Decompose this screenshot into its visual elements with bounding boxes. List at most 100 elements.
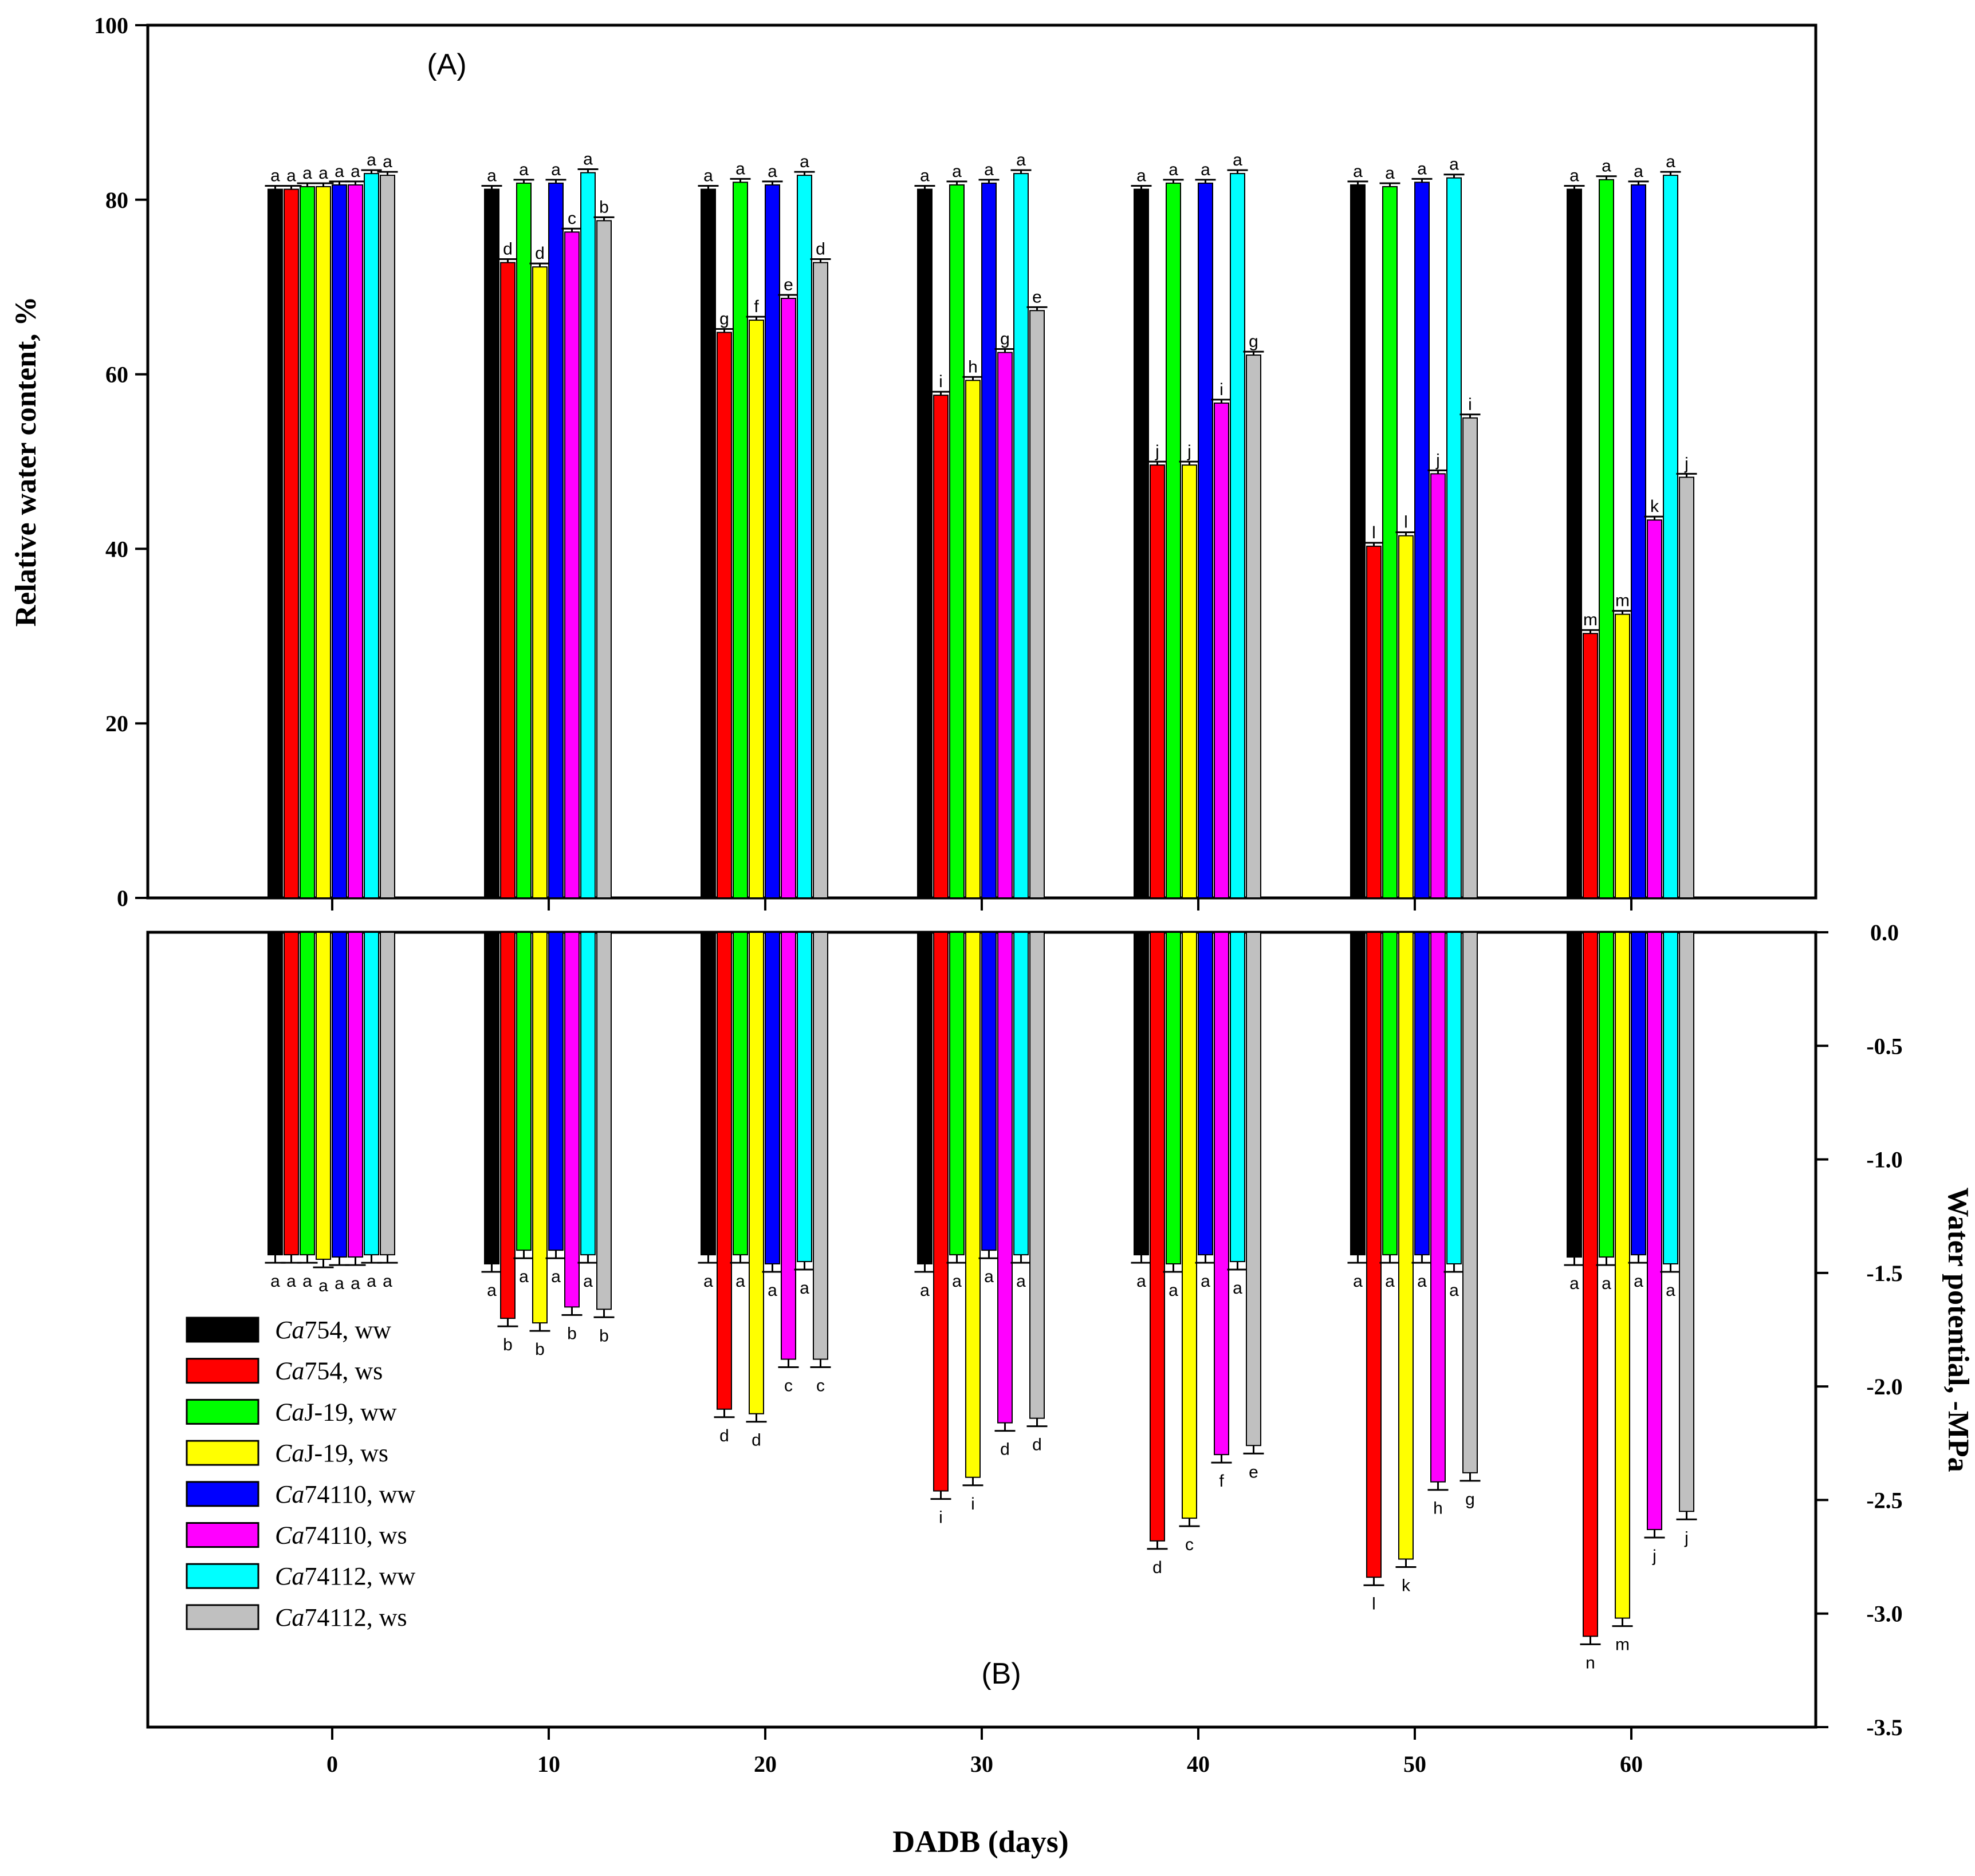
bar [749, 932, 764, 1414]
significance-letter: a [1385, 1272, 1395, 1291]
bar [933, 395, 949, 898]
bar [813, 262, 828, 899]
bar [765, 932, 780, 1264]
significance-letter: a [551, 160, 561, 179]
significance-letter: a [984, 1267, 994, 1286]
significance-letter: a [1417, 159, 1427, 178]
bar [564, 231, 580, 898]
significance-letter: f [1219, 1472, 1224, 1491]
significance-letter: a [1353, 162, 1363, 181]
significance-letter: a [1602, 1274, 1611, 1293]
y-tick-label: -1.5 [1866, 1260, 1902, 1286]
significance-letter: a [487, 1281, 497, 1300]
significance-letter: j [1435, 451, 1440, 470]
legend-label: Ca74112, ww [275, 1562, 416, 1590]
bar [548, 182, 564, 898]
bar [733, 182, 748, 899]
significance-letter: b [503, 1335, 513, 1354]
y-tick-label: -3.5 [1866, 1715, 1902, 1740]
x-axis: 0 10 20 30 40 50 60 DADB (days) [326, 898, 1643, 1859]
significance-letter: a [1136, 1272, 1146, 1291]
bar [380, 175, 395, 898]
bar [1366, 545, 1382, 898]
significance-letter: a [1016, 1272, 1026, 1291]
significance-letter: a [920, 1281, 930, 1300]
bar [532, 266, 548, 899]
bar [1679, 932, 1694, 1512]
significance-letter: a [318, 1276, 328, 1295]
significance-letter: j [1684, 1528, 1689, 1547]
legend-label: CaJ-19, ws [275, 1439, 388, 1467]
bar [348, 184, 363, 899]
significance-letter: a [302, 1272, 312, 1291]
bar [1366, 932, 1382, 1578]
legend-label: Ca74112, ws [275, 1603, 407, 1631]
significance-letter: g [1465, 1490, 1475, 1509]
significance-letter: c [568, 209, 576, 228]
bar [733, 932, 748, 1256]
y-tick-label: -3.0 [1866, 1601, 1902, 1627]
bar [364, 932, 379, 1256]
legend-label: Ca74110, ww [275, 1480, 416, 1508]
significance-letter: d [1152, 1558, 1162, 1577]
significance-letter: a [703, 1272, 713, 1291]
y-tick-label: 100 [94, 13, 128, 38]
bar [1567, 188, 1582, 899]
x-tick-label: 20 [754, 1751, 777, 1777]
significance-letter: a [270, 167, 280, 186]
significance-letter: b [535, 1340, 545, 1359]
bar [917, 932, 933, 1264]
panel-a-relative-water-content: 0 20 40 60 80 100 (A) Relative water content, %… [10, 13, 1817, 911]
significance-letter: a [519, 160, 529, 179]
bar [1230, 173, 1245, 899]
bar [1599, 932, 1614, 1258]
significance-letter: a [768, 162, 777, 181]
legend-swatch [186, 1440, 259, 1466]
significance-letter: a [952, 1272, 962, 1291]
bar [380, 932, 395, 1256]
bar [949, 932, 965, 1256]
bar [1246, 932, 1261, 1447]
bar [1430, 932, 1446, 1483]
significance-letter: a [1666, 152, 1675, 171]
legend-swatch [186, 1398, 259, 1425]
bar [1583, 932, 1598, 1637]
y-axis-title-b: Water potential, -MPa [1942, 1187, 1974, 1472]
bar [1382, 186, 1398, 899]
bar [717, 932, 732, 1410]
bar [364, 173, 379, 899]
bar [1150, 932, 1165, 1542]
bar [532, 932, 548, 1324]
bar [316, 186, 331, 899]
significance-letter: e [1032, 287, 1042, 306]
y-tick-label: -0.5 [1866, 1033, 1902, 1059]
bar [1446, 177, 1462, 899]
significance-letter: a [735, 1272, 745, 1291]
significance-letter: a [1602, 157, 1611, 176]
significance-letter: a [383, 1272, 392, 1291]
significance-letter: a [1016, 151, 1026, 170]
bar [596, 932, 612, 1310]
x-tick-label: 30 [970, 1751, 993, 1777]
bar [1414, 932, 1430, 1256]
significance-letter: j [1684, 454, 1689, 473]
significance-letter: g [1249, 332, 1258, 351]
bar [1631, 184, 1646, 899]
panel-b-label: (B) [981, 1657, 1021, 1690]
significance-letter: l [1372, 1594, 1376, 1613]
significance-letter: g [1000, 330, 1010, 349]
significance-letter: m [1615, 592, 1630, 610]
bar [500, 932, 516, 1319]
y-tick-label: 20 [105, 711, 128, 736]
significance-letter: a [1634, 162, 1643, 181]
significance-letter: a [984, 160, 994, 179]
bar [1029, 932, 1045, 1419]
x-tick-label: 40 [1187, 1751, 1210, 1777]
significance-letter: d [752, 1431, 761, 1450]
legend: Ca754, ww Ca754, ws CaJ-19, ww CaJ-19, ws Ca… [186, 1316, 416, 1631]
x-tick-label: 50 [1403, 1751, 1426, 1777]
significance-letter: b [567, 1324, 577, 1343]
significance-letter: a [768, 1281, 777, 1300]
significance-letter: a [367, 1272, 376, 1291]
significance-letter: a [1569, 167, 1579, 186]
